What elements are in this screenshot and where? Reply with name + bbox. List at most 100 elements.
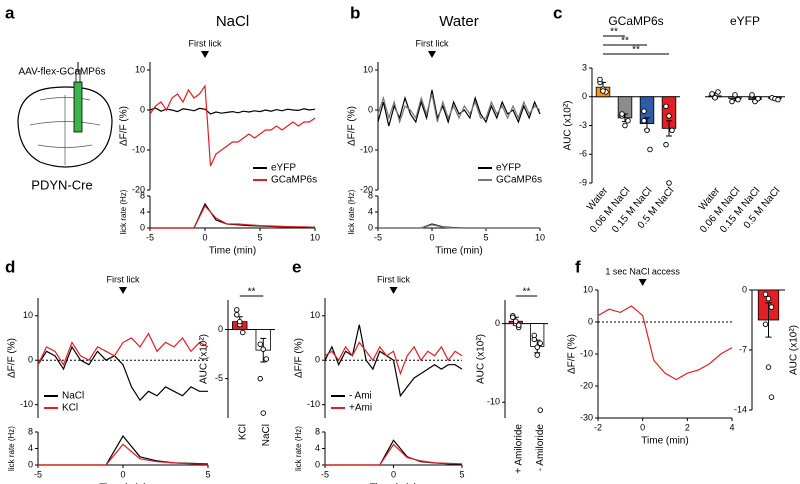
data-point — [537, 407, 544, 413]
y-tick-label: 10 — [583, 284, 593, 294]
data-point — [622, 122, 628, 129]
data-point — [239, 329, 246, 336]
x-tick-label: 2 — [685, 422, 690, 432]
annotation-marker — [638, 279, 647, 286]
y-tick-label: 0 — [28, 459, 33, 469]
data-point — [669, 127, 675, 134]
y-axis-label: AUC (x10²) — [199, 334, 210, 384]
y-tick-label: 0 — [368, 104, 373, 114]
legend-label: NaCl — [62, 391, 84, 402]
y-axis-label: AUC (x10²) — [789, 325, 800, 375]
panel-letter: f — [575, 257, 581, 276]
series-line — [37, 345, 208, 402]
data-point — [732, 92, 738, 98]
annotation-marker — [119, 287, 127, 294]
data-point — [644, 127, 650, 134]
y-tick-label: 0 — [315, 459, 320, 469]
category-label: KCl — [237, 424, 248, 440]
error-bar — [666, 120, 672, 137]
x-tick-label: 0 — [120, 469, 125, 479]
y-tick-label: -10 — [132, 144, 145, 154]
y-tick-label: 0 — [315, 355, 320, 365]
y-tick-label: -10 — [307, 399, 320, 409]
x-tick-label: -5 — [146, 232, 154, 242]
x-tick-label: 5 — [257, 232, 262, 242]
data-point — [619, 111, 625, 117]
x-tick-label: 0 — [391, 469, 396, 479]
x-tick-label: 10 — [310, 232, 320, 242]
y-tick-label: -20 — [360, 184, 373, 194]
annotation-marker — [389, 287, 398, 294]
data-point — [647, 146, 653, 153]
data-point — [762, 321, 769, 328]
x-tick-label: 5 — [483, 232, 488, 242]
x-tick-label: -5 — [321, 469, 329, 479]
data-point — [709, 91, 715, 97]
y-axis-label: ΔF/F (%) — [294, 338, 305, 378]
y-tick-label: 10 — [23, 310, 33, 320]
data-point — [749, 92, 755, 98]
data-point — [762, 291, 769, 298]
legend-label: - Ami — [349, 391, 372, 402]
y-tick-label: -30 — [580, 412, 593, 422]
y-tick-label: 0 — [742, 284, 747, 294]
y-tick-label: 4 — [315, 443, 320, 453]
data-point — [531, 332, 538, 339]
data-point — [236, 318, 243, 325]
y-tick-label: -20 — [580, 380, 593, 390]
panel-letter: b — [350, 3, 360, 22]
x-tick-label: -2 — [594, 422, 602, 432]
data-point — [233, 312, 240, 318]
y-tick-label: 0 — [218, 324, 223, 334]
y-axis-label: ΔF/F (%) — [567, 334, 578, 374]
y-tick-label: -10 — [580, 348, 593, 358]
y-tick-label: 3 — [582, 62, 587, 72]
data-point — [666, 180, 672, 186]
y-axis-label: lick rate (Hz) — [7, 426, 16, 471]
legend-label: GCaMP6s — [271, 175, 317, 186]
data-point — [712, 94, 718, 101]
data-point — [263, 356, 270, 362]
significance-label: ** — [610, 27, 618, 38]
brain-illustration — [17, 62, 113, 168]
data-point — [715, 89, 721, 95]
y-axis-label: ΔF/F (%) — [347, 106, 358, 146]
construct-label: AAV-flex-GCaMP6s — [18, 67, 105, 78]
annotation: First lick — [107, 274, 140, 284]
y-tick-label: 10 — [310, 310, 320, 320]
panel-title: NaCl — [216, 13, 249, 30]
y-axis-label: AUC (x10²) — [476, 334, 487, 384]
data-point — [260, 410, 267, 416]
x-tick-label: 0 — [202, 232, 207, 242]
legend-label: GCaMP6s — [496, 175, 542, 186]
series-line — [377, 89, 541, 127]
significance-label: ** — [523, 287, 531, 298]
series-line — [38, 443, 209, 466]
category-label: NaCl — [261, 424, 272, 446]
y-tick-label: 8 — [368, 190, 373, 200]
data-point — [625, 117, 631, 124]
x-tick-label: -5 — [34, 469, 42, 479]
series-line — [324, 324, 463, 398]
data-point — [663, 103, 669, 110]
y-tick-label: -9 — [579, 177, 587, 187]
y-tick-label: -5 — [215, 373, 223, 383]
series-line — [149, 107, 316, 115]
x-axis-label: Time (min) — [641, 436, 688, 447]
panel-title: eYFP — [730, 14, 760, 28]
y-tick-label: -10 — [360, 144, 373, 154]
y-tick-label: -20 — [132, 184, 145, 194]
data-point — [257, 375, 264, 382]
data-point — [597, 76, 603, 83]
data-point — [755, 95, 761, 102]
y-tick-label: 8 — [140, 190, 145, 200]
data-point — [666, 113, 672, 119]
y-tick-label: 8 — [315, 426, 320, 436]
annotation: First lick — [189, 38, 222, 48]
data-point — [513, 318, 519, 324]
series-line — [597, 305, 733, 381]
y-axis-label: ΔF/F (%) — [119, 106, 130, 146]
y-tick-label: 0 — [140, 104, 145, 114]
data-point — [534, 352, 541, 358]
data-point — [641, 108, 647, 114]
